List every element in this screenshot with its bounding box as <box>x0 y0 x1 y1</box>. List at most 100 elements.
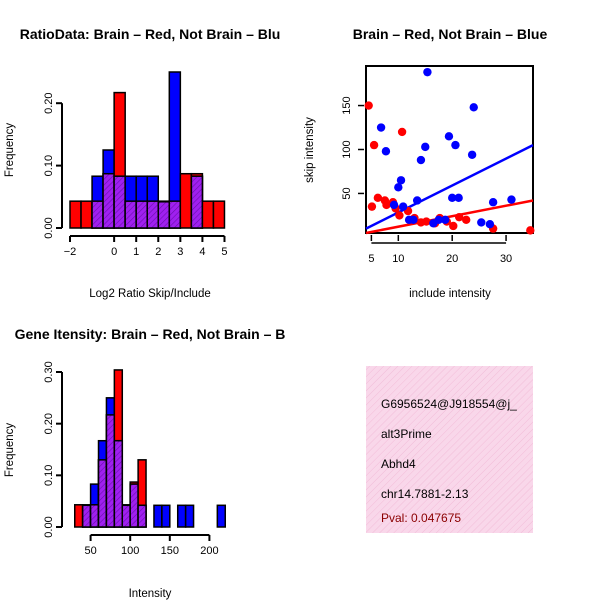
intensity-scatter: Brain – Red, Not Brain – Blue include in… <box>304 26 547 300</box>
point-brain <box>364 101 373 110</box>
x-tick-label: 30 <box>500 253 512 265</box>
y-tick-label: 0.10 <box>43 465 55 486</box>
bar-brain <box>179 172 193 229</box>
x-tick-label: 2 <box>155 246 161 258</box>
point-not-brain <box>394 183 403 192</box>
info-panel: G6956524@J918554@j_ alt3Prime Abhd4 chr1… <box>366 366 533 533</box>
point-not-brain <box>434 215 443 225</box>
x-tick-label: 20 <box>446 253 458 265</box>
bar-not-brain <box>153 504 163 528</box>
bar-not-brain <box>216 504 226 528</box>
x-tick-label: 1 <box>133 246 139 258</box>
bar-not-brain <box>161 504 171 528</box>
y-tick-label: 0.20 <box>43 413 55 434</box>
point-brain <box>526 226 535 235</box>
info-location: chr14.7881-2.13 <box>381 487 469 501</box>
bar-brain <box>74 504 84 528</box>
bar-overlap <box>124 200 137 229</box>
x-tick-label: 3 <box>177 246 183 258</box>
x-tick-label: 4 <box>199 246 205 258</box>
point-not-brain <box>381 147 391 156</box>
x-tick-label: 0 <box>111 246 117 258</box>
point-not-brain <box>423 67 432 77</box>
bar-brain <box>201 200 215 229</box>
y-tick-label: 0.10 <box>43 155 55 176</box>
scatter-title: Brain – Red, Not Brain – Blue <box>353 26 548 42</box>
point-not-brain <box>440 215 450 225</box>
gene-xlabel: Intensity <box>129 588 172 600</box>
point-not-brain <box>507 195 516 204</box>
point-brain <box>462 215 471 225</box>
scatter-frame <box>365 65 534 234</box>
ratio-xlabel: Log2 Ratio Skip/Include <box>89 288 210 300</box>
bar-overlap <box>168 200 182 229</box>
bar-not-brain <box>176 504 187 528</box>
bar-overlap <box>97 459 108 528</box>
point-brain <box>454 212 464 222</box>
point-brain <box>367 202 377 211</box>
point-brain <box>395 211 404 220</box>
point-not-brain <box>477 218 486 227</box>
info-pval: Pval: 0.047675 <box>381 511 461 525</box>
point-not-brain <box>488 198 498 207</box>
bar-brain <box>69 200 82 229</box>
x-tick-label: 50 <box>84 545 96 557</box>
y-tick-label: 0.20 <box>43 92 55 113</box>
x-tick-label: 200 <box>200 545 218 557</box>
x-tick-label: 5 <box>221 246 227 258</box>
bar-overlap <box>113 439 124 528</box>
point-brain <box>373 193 383 203</box>
point-not-brain <box>412 196 422 205</box>
bar-overlap <box>129 483 139 528</box>
bar-overlap <box>91 200 104 229</box>
bar-overlap <box>137 504 147 528</box>
x-tick-label: 10 <box>392 253 404 265</box>
ratio-histogram: RatioData: Brain – Red, Not Brain – Blu … <box>4 26 280 300</box>
bar-overlap <box>121 504 131 528</box>
point-not-brain <box>389 200 399 210</box>
info-background <box>366 366 533 533</box>
point-brain <box>422 217 431 226</box>
bar-overlap <box>146 200 160 229</box>
point-not-brain <box>396 176 406 185</box>
bar-overlap <box>89 504 100 528</box>
gene-ylabel: Frequency <box>4 423 16 478</box>
y-tick-label: 0.00 <box>43 516 55 537</box>
point-not-brain <box>454 193 463 203</box>
info-gene: Abhd4 <box>381 457 416 471</box>
point-not-brain <box>451 140 460 150</box>
bar-overlap <box>113 175 126 229</box>
point-not-brain <box>469 103 478 112</box>
point-brain <box>382 200 391 210</box>
point-not-brain <box>444 132 454 141</box>
info-id: G6956524@J918554@j_ <box>381 397 517 411</box>
point-not-brain <box>421 142 430 152</box>
bar-not-brain <box>184 504 195 528</box>
x-tick-label: 100 <box>121 545 139 557</box>
ratio-ylabel: Frequency <box>4 123 16 178</box>
fit-line-brain <box>365 199 534 235</box>
bar-overlap <box>105 414 116 528</box>
gene-intensity-histogram: Gene Itensity: Brain – Red, Not Brain – … <box>4 326 285 600</box>
point-not-brain <box>416 155 426 165</box>
bar-overlap <box>81 504 92 528</box>
x-tick-label: 150 <box>161 545 179 557</box>
point-not-brain <box>467 150 477 159</box>
point-brain <box>449 221 458 231</box>
scatter-xlabel: include intensity <box>409 288 491 300</box>
point-not-brain <box>485 220 495 229</box>
gene-title: Gene Itensity: Brain – Red, Not Brain – … <box>15 326 286 342</box>
ratio-title: RatioData: Brain – Red, Not Brain – Blu <box>20 26 281 42</box>
x-tick-label: 5 <box>368 253 374 265</box>
bar-overlap <box>157 201 171 229</box>
point-not-brain <box>447 193 457 203</box>
bar-brain <box>212 200 226 229</box>
point-not-brain <box>398 202 408 211</box>
y-tick-label: 0.00 <box>43 217 55 238</box>
point-brain <box>369 140 379 150</box>
y-tick-label: 0.30 <box>43 361 55 382</box>
bar-overlap <box>102 172 115 229</box>
point-not-brain <box>409 215 418 225</box>
y-tick-label: 100 <box>341 140 353 158</box>
